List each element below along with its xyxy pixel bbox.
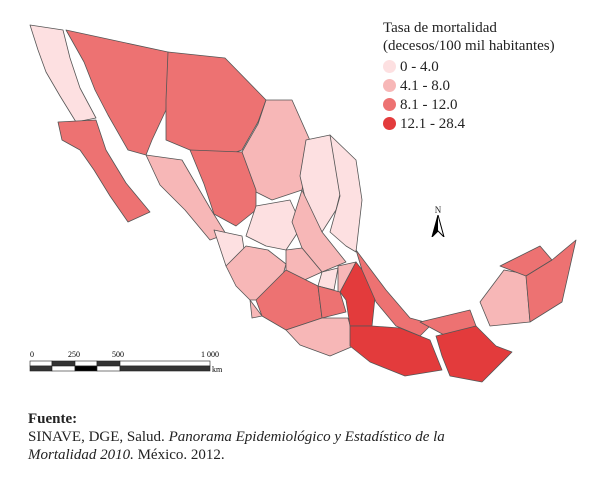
source-text-cont: México. 2012. bbox=[133, 447, 225, 463]
scale-bar: 0 250 500 1 000 km bbox=[28, 350, 228, 378]
state-baja-california bbox=[29, 24, 97, 123]
source-note: Fuente: SINAVE, DGE, Salud. Panorama Epi… bbox=[28, 410, 445, 464]
legend-swatch bbox=[383, 98, 396, 111]
mexico-choropleth-map bbox=[29, 24, 577, 383]
legend-item: 4.1 - 8.0 bbox=[383, 76, 555, 95]
north-label: N bbox=[434, 205, 442, 215]
scale-tick: 1 000 bbox=[201, 350, 219, 359]
source-title: Panorama Epidemiológico y Estadístico de… bbox=[168, 429, 445, 445]
north-arrow-icon bbox=[431, 213, 445, 239]
scale-tick: 500 bbox=[112, 350, 124, 359]
state-guanajuato bbox=[285, 247, 323, 283]
legend-label: 12.1 - 28.4 bbox=[400, 115, 465, 132]
state-durango bbox=[189, 149, 257, 227]
state-tamaulipas bbox=[329, 134, 363, 253]
north-arrow: N bbox=[431, 205, 445, 239]
legend-title-line2: (decesos/100 mil habitantes) bbox=[383, 38, 555, 54]
legend-item: 0 - 4.0 bbox=[383, 57, 555, 76]
state-colima bbox=[249, 299, 263, 319]
legend-label: 4.1 - 8.0 bbox=[400, 77, 450, 94]
legend: Tasa de mortalidad (decesos/100 mil habi… bbox=[383, 19, 555, 133]
legend-label: 8.1 - 12.0 bbox=[400, 96, 458, 113]
legend-swatch bbox=[383, 117, 396, 130]
scale-tick: 250 bbox=[68, 350, 80, 359]
state-chiapas bbox=[435, 325, 513, 383]
legend-swatch bbox=[383, 79, 396, 92]
scale-tick: 0 bbox=[30, 350, 34, 359]
state-campeche bbox=[479, 269, 531, 327]
state-oaxaca bbox=[349, 325, 443, 377]
state-quintana-roo bbox=[525, 239, 577, 323]
source-text: SINAVE, DGE, Salud. bbox=[28, 429, 169, 445]
source-heading: Fuente: bbox=[28, 411, 78, 427]
legend-swatch bbox=[383, 60, 396, 73]
legend-title-line1: Tasa de mortalidad bbox=[383, 20, 497, 36]
state-estado-de-mexico bbox=[317, 285, 347, 319]
state-baja-california-sur bbox=[57, 119, 151, 223]
legend-item: 8.1 - 12.0 bbox=[383, 95, 555, 114]
legend-label: 0 - 4.0 bbox=[400, 58, 439, 75]
legend-item: 12.1 - 28.4 bbox=[383, 114, 555, 133]
scale-unit: km bbox=[212, 365, 223, 374]
state-coahuila bbox=[241, 99, 313, 201]
source-title-cont: Mortalidad 2010. bbox=[28, 447, 134, 463]
